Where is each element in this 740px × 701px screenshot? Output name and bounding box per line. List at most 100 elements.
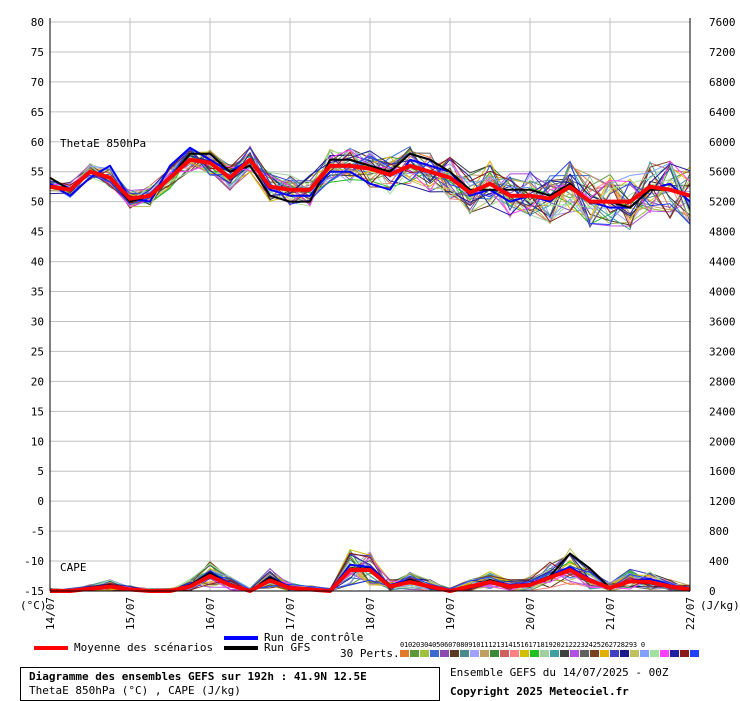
- y-left-tick-label: 25: [31, 345, 44, 358]
- legend-mean-swatch: [34, 646, 68, 650]
- pert-swatch: [650, 650, 659, 657]
- legend-control-label: Run de contrôle: [264, 631, 364, 644]
- y-right-tick-label: 3600: [709, 315, 736, 328]
- legend-control: Run de contrôle: [224, 631, 363, 644]
- left-unit-label: (°C): [20, 599, 47, 612]
- pert-swatch: [540, 650, 549, 657]
- title-box: Diagramme des ensembles GEFS sur 192h : …: [20, 667, 440, 701]
- pert-swatch: [620, 650, 629, 657]
- pert-swatch: [450, 650, 459, 657]
- pert-swatch: [500, 650, 509, 657]
- y-right-tick-label: 6400: [709, 106, 736, 119]
- right-unit-label: (J/kg): [700, 599, 740, 612]
- pert-swatch: [470, 650, 479, 657]
- y-left-tick-label: 65: [31, 106, 44, 119]
- thetae-member-line: [49, 152, 691, 229]
- x-date-label: 16/07: [204, 597, 217, 630]
- y-right-tick-label: 400: [709, 555, 729, 568]
- cape-panel-label: CAPE: [60, 561, 87, 574]
- pert-swatch: [580, 650, 589, 657]
- x-date-label: 18/07: [364, 597, 377, 630]
- x-date-label: 21/07: [604, 597, 617, 630]
- y-left-tick-label: 55: [31, 166, 44, 179]
- y-right-tick-label: 4400: [709, 256, 736, 269]
- y-right-tick-label: 3200: [709, 345, 736, 358]
- y-left-tick-label: 70: [31, 76, 44, 89]
- legend-perts-label: 30 Perts.: [340, 647, 400, 660]
- thetae-panel-label: ThetaE 850hPa: [60, 137, 146, 150]
- pert-swatch: [590, 650, 599, 657]
- y-left-tick-label: 60: [31, 136, 44, 149]
- y-right-tick-label: 7200: [709, 46, 736, 59]
- run-info: Ensemble GEFS du 14/07/2025 - 00Z: [450, 666, 669, 679]
- y-left-tick-label: 10: [31, 435, 44, 448]
- y-left-tick-label: 35: [31, 286, 44, 299]
- y-right-tick-label: 7600: [709, 16, 736, 29]
- title-line2: ThetaE 850hPa (°C) , CAPE (J/kg): [29, 684, 241, 697]
- y-right-tick-label: 0: [709, 585, 716, 598]
- pert-swatch: [430, 650, 439, 657]
- pert-swatch: [490, 650, 499, 657]
- pert-swatch: [550, 650, 559, 657]
- pert-swatch: [410, 650, 419, 657]
- y-left-tick-label: -10: [24, 555, 44, 568]
- pert-swatch: [420, 650, 429, 657]
- pert-swatch: [670, 650, 679, 657]
- y-left-tick-label: 5: [37, 465, 44, 478]
- pert-swatch: [570, 650, 579, 657]
- y-right-tick-label: 2400: [709, 405, 736, 418]
- y-right-tick-label: 5200: [709, 196, 736, 209]
- pert-swatch: [630, 650, 639, 657]
- pert-swatch: [640, 650, 649, 657]
- y-right-tick-label: 4800: [709, 226, 736, 239]
- thetae-member-line: [49, 152, 691, 225]
- y-left-tick-label: 0: [37, 495, 44, 508]
- thetae-mean-line: [49, 157, 691, 204]
- legend-control-swatch: [224, 636, 258, 640]
- pert-swatch: [610, 650, 619, 657]
- legend-mean-label: Moyenne des scénarios: [74, 641, 214, 654]
- pert-swatch: [600, 650, 609, 657]
- pert-swatch: [660, 650, 669, 657]
- pert-swatch: [530, 650, 539, 657]
- y-right-tick-label: 6800: [709, 76, 736, 89]
- pert-swatch: [520, 650, 529, 657]
- legend-mean: Moyenne des scénarios: [34, 641, 213, 654]
- thetae-member-line: [49, 149, 691, 223]
- title-line1: Diagramme des ensembles GEFS sur 192h : …: [29, 670, 367, 683]
- pert-swatch: [440, 650, 449, 657]
- y-right-tick-label: 1600: [709, 465, 736, 478]
- y-right-tick-label: 2000: [709, 435, 736, 448]
- x-date-label: 20/07: [524, 597, 537, 630]
- x-date-label: 17/07: [284, 597, 297, 630]
- legend-gfs-swatch: [224, 646, 258, 650]
- legend-pert-numbers: 0102030405060708091011121314151617181920…: [400, 641, 645, 649]
- y-left-tick-label: 20: [31, 375, 44, 388]
- y-left-tick-label: -5: [31, 525, 44, 538]
- pert-swatch: [690, 650, 699, 657]
- pert-swatch: [480, 650, 489, 657]
- pert-swatch: [510, 650, 519, 657]
- pert-swatch: [400, 650, 409, 657]
- x-date-label: 19/07: [444, 597, 457, 630]
- pert-swatch: [560, 650, 569, 657]
- y-right-tick-label: 6000: [709, 136, 736, 149]
- pert-swatch: [680, 650, 689, 657]
- y-left-tick-label: 15: [31, 405, 44, 418]
- legend-gfs: Run GFS: [224, 641, 310, 654]
- y-left-tick-label: 75: [31, 46, 44, 59]
- legend-gfs-label: Run GFS: [264, 641, 311, 654]
- x-date-label: 22/07: [684, 597, 697, 630]
- y-left-tick-label: 80: [31, 16, 44, 29]
- y-left-tick-label: 45: [31, 226, 44, 239]
- x-date-label: 15/07: [124, 597, 137, 630]
- y-left-tick-label: 50: [31, 196, 44, 209]
- copyright: Copyright 2025 Meteociel.fr: [450, 685, 629, 698]
- legend-pert-swatches: [400, 650, 700, 657]
- y-right-tick-label: 5600: [709, 166, 736, 179]
- chart-grid: [49, 18, 691, 592]
- pert-swatch: [460, 650, 469, 657]
- x-date-label: 14/07: [44, 597, 57, 630]
